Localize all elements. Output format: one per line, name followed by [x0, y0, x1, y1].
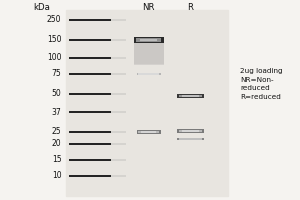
Bar: [111, 57, 126, 59]
Bar: [182, 130, 199, 132]
Bar: [177, 94, 204, 98]
Text: NR: NR: [142, 2, 155, 11]
Bar: [134, 40, 164, 64]
Bar: [111, 111, 126, 113]
Text: 37: 37: [52, 108, 61, 116]
Bar: [136, 130, 160, 134]
Text: 75: 75: [52, 70, 61, 78]
Bar: [111, 131, 126, 133]
Bar: [111, 39, 126, 41]
Bar: [179, 95, 202, 97]
Bar: [111, 175, 126, 177]
Bar: [136, 38, 161, 42]
Bar: [179, 138, 202, 140]
Text: 2ug loading
NR=Non-
reduced
R=reduced: 2ug loading NR=Non- reduced R=reduced: [240, 68, 283, 100]
Text: 15: 15: [52, 156, 62, 164]
Bar: [179, 130, 202, 132]
Bar: [177, 129, 204, 133]
Text: 50: 50: [52, 90, 61, 98]
Text: 100: 100: [47, 53, 62, 62]
Text: R: R: [188, 2, 194, 11]
Text: 20: 20: [52, 140, 62, 148]
Bar: [177, 138, 204, 140]
Text: 25: 25: [52, 128, 62, 136]
Bar: [111, 93, 126, 95]
Bar: [134, 43, 164, 65]
Bar: [136, 73, 160, 75]
Bar: [138, 73, 159, 75]
Text: 10: 10: [52, 171, 62, 180]
Text: kDa: kDa: [34, 2, 50, 11]
Bar: [140, 39, 158, 41]
Text: 250: 250: [47, 16, 62, 24]
Bar: [111, 143, 126, 145]
Bar: [66, 10, 228, 196]
Bar: [111, 73, 126, 75]
Bar: [141, 131, 156, 133]
Bar: [111, 159, 126, 161]
Bar: [111, 19, 126, 21]
Text: 150: 150: [47, 36, 62, 45]
Bar: [182, 95, 199, 97]
Bar: [134, 37, 164, 43]
Bar: [138, 131, 159, 133]
